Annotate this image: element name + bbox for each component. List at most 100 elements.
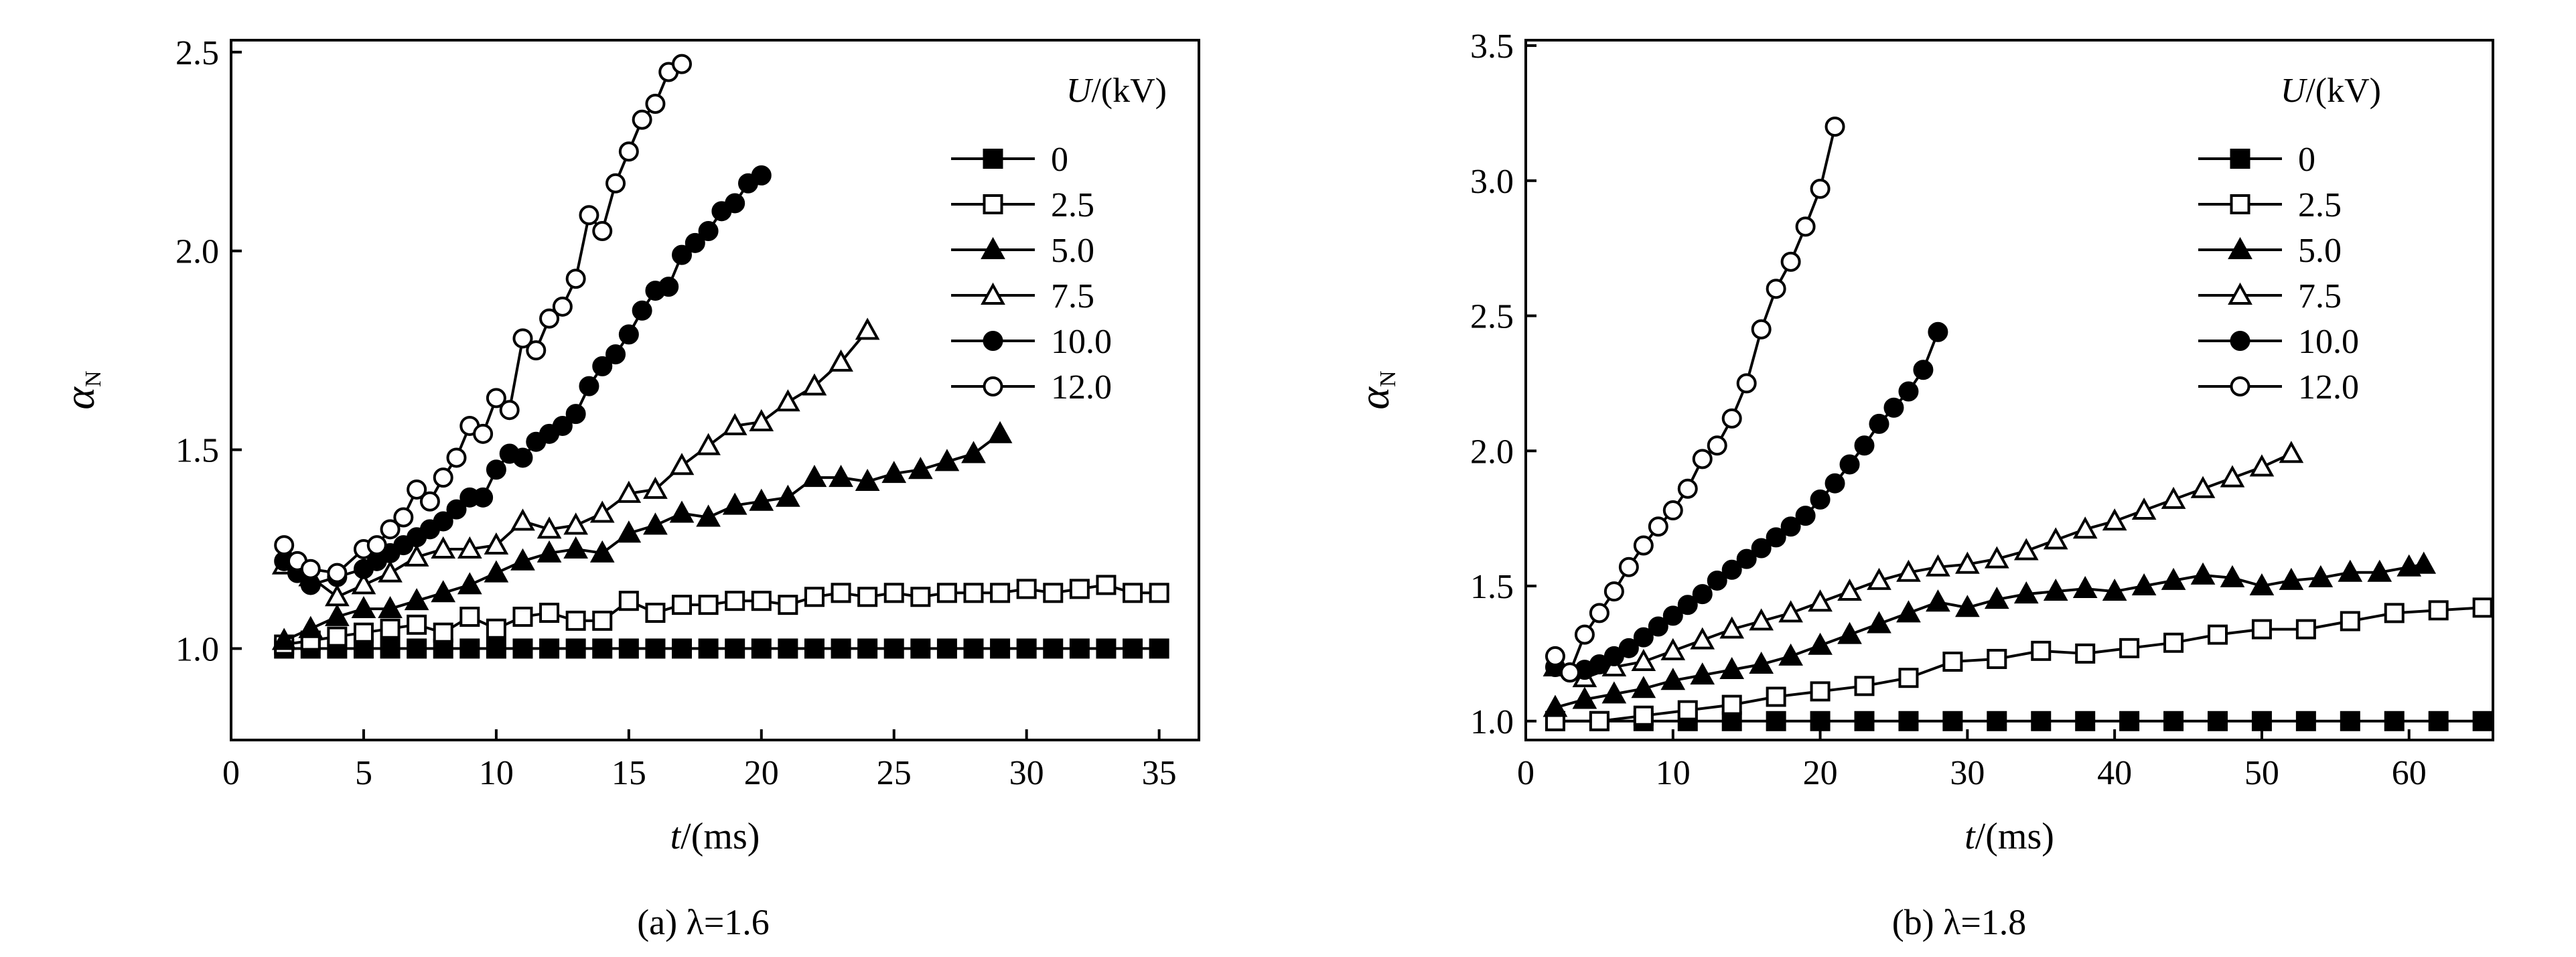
a-y-tick-label-0: 1.0 — [175, 630, 219, 668]
a-series-2-point-1 — [298, 615, 324, 638]
b-series-1-point-2 — [1633, 705, 1654, 726]
b-y-tick-label-4: 3.0 — [1470, 163, 1514, 201]
b-y-tick-label-2: 2.0 — [1470, 433, 1514, 471]
a-y-axis-symbol: α — [56, 386, 103, 410]
a-legend: U/(kV) 0 2.5 5.0 7.5 10.0 12.0 — [951, 72, 1167, 407]
b-series-1-point-16 — [2251, 619, 2272, 640]
b-series-0-point-8 — [1898, 711, 1919, 731]
b-series-3-point-5 — [1690, 627, 1715, 650]
b-series-1-point-6 — [1810, 681, 1831, 702]
b-series-0-point-5 — [1766, 711, 1786, 731]
caption-panel-a: (a) λ=1.6 — [637, 902, 770, 942]
a-series-2-point-3 — [351, 595, 376, 619]
b-series-2-point-0 — [1543, 694, 1568, 717]
a-series-2-point-24 — [908, 457, 933, 480]
a-series-5-point-5 — [366, 535, 387, 556]
b-series-2-point-10 — [1837, 621, 1862, 644]
b-series-5-point-17 — [1795, 216, 1816, 237]
b-series-2-point-16 — [2013, 581, 2039, 604]
a-series-2-point-22 — [855, 468, 880, 492]
b-series-2-point-26 — [2308, 565, 2334, 587]
a-y-tick-label-2: 2.0 — [175, 233, 219, 271]
a-series-1-point-19 — [778, 595, 798, 615]
b-series-4-point-10 — [1692, 584, 1713, 605]
b-y-tick-label-1: 1.5 — [1470, 568, 1514, 606]
a-series-5-point-18 — [539, 308, 560, 329]
a-series-0-point-5 — [407, 638, 427, 659]
a-series-3-point-12 — [589, 500, 615, 523]
b-series-1-point-12 — [2075, 643, 2096, 664]
a-series-3-point-8 — [484, 532, 509, 555]
a-legend-label-2: 5.0 — [1051, 232, 1094, 270]
a-series-2-point-10 — [536, 540, 562, 563]
b-series-4-point-11 — [1707, 570, 1727, 591]
a-x-tick-label-4: 20 — [744, 754, 779, 792]
b-legend-label-2: 5.0 — [2298, 232, 2342, 270]
a-legend-title: U/(kV) — [1066, 72, 1167, 110]
b-series-3-point-4 — [1660, 638, 1686, 660]
b-series-1-point-13 — [2119, 638, 2140, 658]
a-series-5-point-19 — [552, 296, 573, 317]
b-series-1-point-1 — [1589, 711, 1609, 731]
a-series-0-point-24 — [910, 638, 931, 659]
a-series-1-point-18 — [751, 591, 772, 611]
b-series-3-point-23 — [2220, 465, 2245, 488]
b-series-0-point-13 — [2119, 711, 2140, 731]
a-legend-label-3: 7.5 — [1051, 277, 1094, 315]
b-series-5-point-19 — [1824, 117, 1845, 137]
b-series-4-point-9 — [1677, 595, 1698, 615]
a-series-3-point-7 — [457, 536, 482, 559]
b-series-0-point-19 — [2384, 711, 2405, 731]
b-series-2-point-4 — [1660, 668, 1686, 690]
a-series-2-point-19 — [776, 484, 800, 507]
a-x-tick-label-2: 10 — [479, 754, 514, 792]
a-series-1-point-12 — [592, 610, 613, 631]
a-legend-label-0: 0 — [1051, 141, 1068, 179]
a-series-0-point-33 — [1149, 638, 1169, 659]
a-series-1-point-32 — [1123, 583, 1143, 603]
b-series-4-point-3 — [1589, 654, 1609, 675]
b-series-0-point-7 — [1854, 711, 1875, 731]
a-series-0-point-19 — [778, 638, 798, 659]
a-series-4-point-13 — [473, 487, 494, 508]
a-series-2-point-6 — [431, 580, 456, 603]
a-series-2-point-9 — [510, 548, 535, 571]
b-series-1-point-3 — [1677, 700, 1698, 721]
a-series-0-point-21 — [831, 638, 851, 659]
b-series-0-point-20 — [2428, 711, 2449, 731]
b-x-tick-label-1: 10 — [1656, 754, 1691, 792]
a-series-2-point-5 — [404, 588, 429, 611]
b-legend-marker-5 — [2230, 376, 2250, 396]
b-series-1-point-4 — [1721, 694, 1742, 715]
b-legend-title-var: U — [2281, 72, 2308, 110]
a-series-0-point-9 — [512, 638, 533, 659]
b-series-0-point-15 — [2207, 711, 2228, 731]
a-series-5-point-7 — [393, 507, 414, 528]
b-series-3-point-21 — [2161, 486, 2186, 509]
a-series-3-point-5 — [404, 544, 429, 567]
a-series-1-point-15 — [672, 595, 693, 615]
b-series-3 — [1543, 441, 2304, 688]
b-series-0-point-11 — [2031, 711, 2052, 731]
a-x-tick-label-6: 30 — [1009, 754, 1044, 792]
b-series-2-point-28 — [2367, 559, 2392, 582]
b-series-4-point-16 — [1780, 516, 1801, 537]
b-legend-label-1: 2.5 — [2298, 186, 2342, 224]
a-series-1 — [274, 575, 1169, 655]
b-x-axis-var: t — [1964, 816, 1976, 857]
a-series-2-point-17 — [722, 492, 747, 515]
b-series-1-point-7 — [1854, 676, 1875, 696]
b-series-1-point-18 — [2340, 611, 2360, 632]
b-series-3-point-10 — [1837, 579, 1862, 601]
a-series-1-point-4 — [380, 618, 401, 639]
a-series-0-point-26 — [963, 638, 984, 659]
b-x-tick-label-6: 60 — [2392, 754, 2427, 792]
b-series-3-point-8 — [1778, 600, 1803, 623]
a-series-5-point-6 — [380, 519, 401, 540]
a-series-2-point-13 — [616, 520, 642, 543]
b-series-4-point-22 — [1869, 413, 1889, 434]
a-legend-marker-5 — [983, 376, 1003, 396]
b-plot-frame — [1524, 39, 2494, 741]
a-x-tick-label-0: 0 — [222, 754, 240, 792]
b-series-3-point-25 — [2279, 441, 2304, 463]
